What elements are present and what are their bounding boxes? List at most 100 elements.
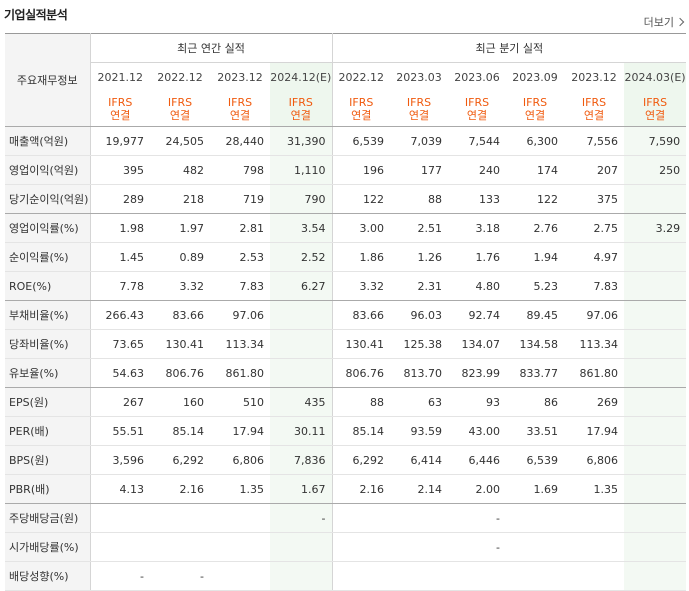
- table-cell: 3.32: [331, 271, 391, 301]
- table-cell: 33.51: [506, 416, 565, 446]
- period-header: 2021.12: [97, 70, 144, 84]
- table-cell: [270, 532, 333, 562]
- table-cell: 30.11: [270, 416, 333, 446]
- table-cell: 24,505: [150, 126, 210, 156]
- table-cell: [624, 416, 687, 446]
- more-link[interactable]: 더보기: [644, 14, 685, 30]
- table-cell: -: [150, 561, 210, 591]
- table-cell: [390, 532, 449, 562]
- table-cell: [506, 561, 565, 591]
- table-cell: [624, 474, 687, 504]
- table-cell: [506, 503, 565, 533]
- table-cell: 266.43: [90, 300, 150, 330]
- table-cell: 31,390: [270, 126, 333, 156]
- consolidated-label: 연결: [524, 108, 546, 122]
- table-cell: 2.16: [331, 474, 391, 504]
- table-row: 순이익률(%) 1.45 0.89 2.53 2.52 1.86 1.26 1.76 1.94 4…: [5, 242, 687, 272]
- table-cell: 89.45: [506, 300, 565, 330]
- table-cell: 130.41: [331, 329, 391, 359]
- table-cell: 19,977: [90, 126, 150, 156]
- table-cell: 1.97: [150, 213, 210, 243]
- table-cell: 130.41: [150, 329, 210, 359]
- table-cell: -: [448, 503, 507, 533]
- table-cell: 4.13: [90, 474, 150, 504]
- table-cell: 125.38: [390, 329, 449, 359]
- ifrs-header: IFRS 연결: [506, 91, 565, 127]
- table-cell: 7.83: [564, 271, 625, 301]
- table-cell: 97.06: [564, 300, 625, 330]
- table-cell: 482: [150, 155, 210, 185]
- table-cell: 861.80: [210, 358, 270, 388]
- period-header: 2024.12(E): [270, 62, 333, 91]
- period-header: 2022.12: [157, 70, 203, 84]
- table-cell: 134.07: [448, 329, 507, 359]
- table-cell: 1.26: [390, 242, 449, 272]
- table-cell: [210, 503, 270, 533]
- period-header: 2023.06: [454, 70, 500, 84]
- table-row: 당좌비율(%) 73.65 130.41 113.34 130.41 125.38 134.…: [5, 329, 687, 359]
- table-cell: 6,806: [564, 445, 625, 475]
- table-cell: 2.31: [390, 271, 449, 301]
- row-label: 순이익률(%): [5, 242, 91, 272]
- table-cell: 7.83: [210, 271, 270, 301]
- table-cell: 823.99: [448, 358, 507, 388]
- table-cell: 3.29: [624, 213, 687, 243]
- table-row: 영업이익(억원) 395 482 798 1,110 196 177 240 174 207 250: [5, 155, 687, 185]
- table-cell: 2.52: [270, 242, 333, 272]
- table-cell: [448, 561, 507, 591]
- ifrs-label: IFRS: [349, 95, 374, 109]
- table-cell: [210, 532, 270, 562]
- consolidated-label: 연결: [169, 108, 191, 122]
- ifrs-label: IFRS: [642, 95, 668, 109]
- ifrs-label: IFRS: [406, 95, 432, 109]
- period-header: 2023.03: [396, 70, 442, 84]
- row-label: 배당성향(%): [5, 561, 91, 591]
- row-label: 당기순이익(억원): [5, 184, 91, 214]
- table-cell: 1.35: [564, 474, 625, 504]
- table-cell: 7,556: [564, 126, 625, 156]
- table-cell: 177: [390, 155, 449, 185]
- consolidated-label: 연결: [583, 108, 605, 122]
- table-cell: 85.14: [150, 416, 210, 446]
- table-cell: 813.70: [390, 358, 449, 388]
- row-label: 매출액(억원): [5, 126, 91, 156]
- table-cell: 790: [270, 184, 333, 214]
- table-cell: [390, 503, 449, 533]
- table-cell: [564, 561, 625, 591]
- table-cell: 2.51: [390, 213, 449, 243]
- table-cell: 73.65: [90, 329, 150, 359]
- table-cell: [624, 300, 687, 330]
- table-cell: 1.69: [506, 474, 565, 504]
- row-label: 유보율(%): [5, 358, 91, 388]
- table-cell: 806.76: [150, 358, 210, 388]
- table-cell: 6,292: [150, 445, 210, 475]
- section-title: 기업실적분석: [4, 8, 68, 22]
- table-cell: -: [270, 503, 333, 533]
- row-label: 영업이익률(%): [5, 213, 91, 243]
- table-cell: 1.76: [448, 242, 507, 272]
- table-cell: [270, 358, 333, 388]
- table-cell: 160: [150, 387, 210, 417]
- table-cell: [150, 532, 210, 562]
- table-cell: 7.78: [90, 271, 150, 301]
- table-cell: 7,836: [270, 445, 333, 475]
- quarter-group-header: 최근 분기 실적: [331, 33, 687, 63]
- table-cell: [331, 532, 391, 562]
- table-row: 매출액(억원) 19,977 24,505 28,440 31,390 6,539 7,03…: [5, 126, 687, 156]
- ifrs-label: IFRS: [288, 95, 313, 109]
- table-cell: [624, 329, 687, 359]
- table-cell: 2.00: [448, 474, 507, 504]
- ifrs-label: IFRS: [522, 95, 548, 109]
- table-cell: 289: [90, 184, 150, 214]
- table-row: PER(배) 55.51 85.14 17.94 30.11 85.14 93.59 43.0…: [5, 416, 687, 446]
- table-row: 주당배당금(원) - -: [5, 503, 687, 533]
- table-cell: [624, 387, 687, 417]
- table-cell: [150, 503, 210, 533]
- table-cell: -: [448, 532, 507, 562]
- table-cell: 719: [210, 184, 270, 214]
- table-cell: 240: [448, 155, 507, 185]
- table-cell: -: [90, 561, 150, 591]
- consolidated-label: 연결: [290, 108, 311, 122]
- table-row: EPS(원) 267 160 510 435 88 63 93 86 269: [5, 387, 687, 417]
- period-header: 2023.09: [512, 70, 558, 84]
